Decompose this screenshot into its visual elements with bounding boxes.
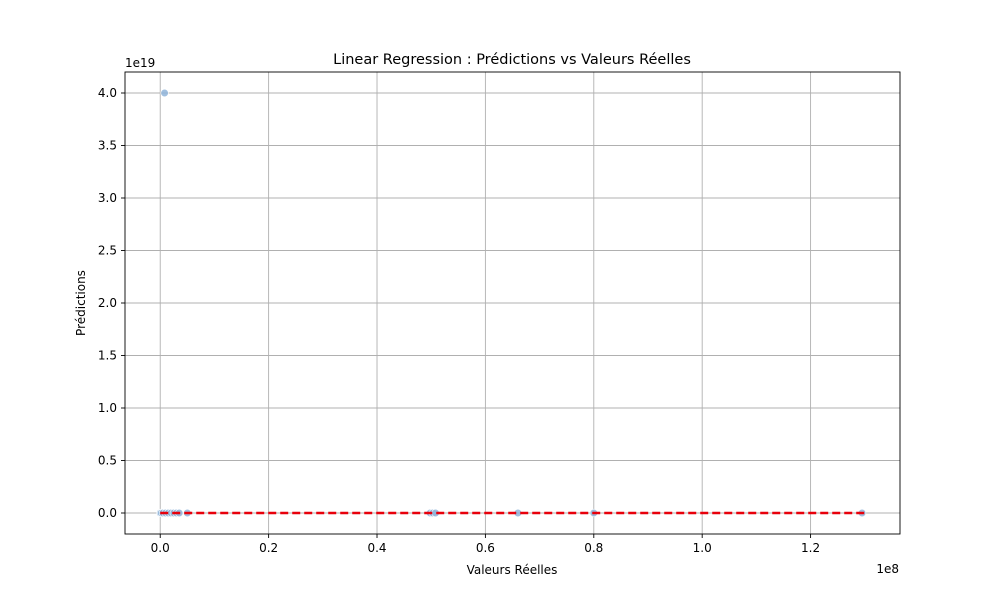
grid	[125, 72, 900, 534]
y-tick-label: 4.0	[98, 86, 117, 100]
y-tick-label: 3.5	[98, 139, 117, 153]
x-tick-label: 0.8	[584, 541, 603, 555]
y-tick-label: 2.5	[98, 244, 117, 258]
x-tick-label: 0.6	[476, 541, 495, 555]
y-axis-label: Prédictions	[74, 270, 88, 336]
chart-title: Linear Regression : Prédictions vs Valeu…	[333, 52, 691, 68]
x-axis-ticks: 0.0 0.2 0.4 0.6 0.8 1.0 1.2	[151, 534, 820, 555]
y-axis-offset-label: 1e19	[125, 56, 155, 70]
y-tick-label: 2.0	[98, 296, 117, 310]
x-tick-label: 0.0	[151, 541, 170, 555]
y-tick-label: 3.0	[98, 191, 117, 205]
y-tick-label: 0.0	[98, 506, 117, 520]
x-tick-label: 1.2	[801, 541, 820, 555]
x-axis-offset-label: 1e8	[876, 562, 899, 576]
y-tick-label: 1.5	[98, 349, 117, 363]
x-tick-label: 0.2	[259, 541, 278, 555]
y-axis-ticks: 0.0 0.5 1.0 1.5 2.0 2.5 3.0 3.5 4.0	[98, 86, 125, 520]
data-point	[160, 88, 169, 98]
x-tick-label: 0.4	[367, 541, 386, 555]
x-axis-label: Valeurs Réelles	[467, 563, 558, 577]
y-tick-label: 0.5	[98, 454, 117, 468]
x-tick-label: 1.0	[693, 541, 712, 555]
y-tick-label: 1.0	[98, 401, 117, 415]
